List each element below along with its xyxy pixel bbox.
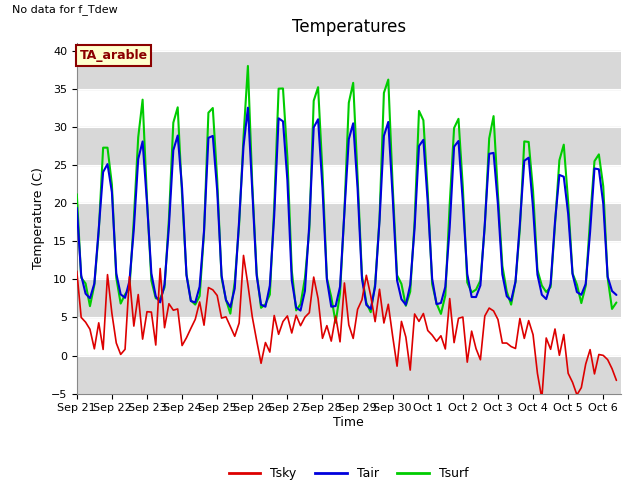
Bar	[77, 279, 621, 317]
Bar	[77, 356, 621, 394]
X-axis label: Time: Time	[333, 416, 364, 429]
Text: No data for f_Tdew: No data for f_Tdew	[12, 4, 117, 15]
Title: Temperatures: Temperatures	[292, 18, 406, 36]
Bar	[77, 203, 621, 241]
Legend: Tsky, Tair, Tsurf: Tsky, Tair, Tsurf	[224, 462, 474, 480]
Y-axis label: Temperature (C): Temperature (C)	[32, 168, 45, 269]
Bar	[77, 51, 621, 89]
Bar	[77, 127, 621, 165]
Text: TA_arable: TA_arable	[79, 49, 148, 62]
